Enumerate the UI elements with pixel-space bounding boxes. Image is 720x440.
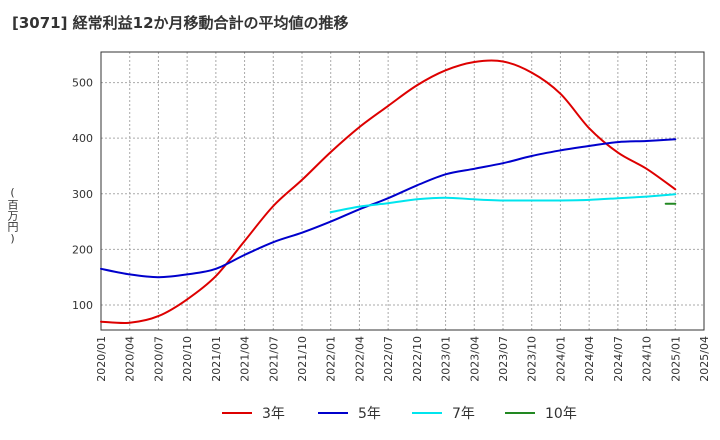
x-tick-label: 2021/01	[210, 336, 223, 382]
legend-swatch	[222, 412, 252, 414]
plot-area	[100, 51, 705, 331]
series-lines	[100, 59, 677, 325]
y-tick-label: 500	[72, 77, 93, 90]
y-tick-label: 300	[72, 188, 93, 201]
x-tick-label: 2023/04	[468, 336, 481, 382]
x-tick-label: 2020/04	[124, 336, 137, 382]
x-tick-label: 2020/10	[181, 336, 194, 382]
legend-label: 3年	[262, 406, 285, 422]
x-tick-label: 2020/07	[152, 336, 165, 382]
series-line-7年	[329, 193, 677, 214]
x-tick-label: 2023/01	[440, 336, 453, 382]
legend-item: 3年	[222, 403, 285, 423]
legend-item: 7年	[412, 403, 475, 423]
series-line-3年	[100, 59, 677, 325]
series-line-5年	[100, 138, 677, 279]
x-tick-label: 2024/07	[612, 336, 625, 382]
x-tick-label: 2024/10	[641, 336, 654, 382]
x-tick-label: 2021/10	[296, 336, 309, 382]
x-tick-label: 2022/01	[325, 336, 338, 382]
legend: 3年 5年 7年 10年	[0, 403, 720, 427]
x-tick-label: 2024/04	[583, 336, 596, 382]
x-tick-label: 2022/04	[353, 336, 366, 382]
legend-item: 5年	[318, 403, 381, 423]
x-tick-label: 2022/10	[411, 336, 424, 382]
x-tick-label: 2023/10	[526, 336, 539, 382]
x-tick-label: 2022/07	[382, 336, 395, 382]
legend-swatch	[505, 412, 535, 414]
x-tick-label: 2025/01	[669, 336, 682, 382]
x-tick-label: 2020/01	[95, 336, 108, 382]
x-tick-label: 2024/01	[554, 336, 567, 382]
grid-lines	[101, 52, 704, 330]
x-tick-label: 2023/07	[497, 336, 510, 382]
legend-label: 7年	[452, 406, 475, 422]
y-tick-label: 400	[72, 132, 93, 145]
y-tick-label: 100	[72, 299, 93, 312]
legend-item: 10年	[505, 403, 577, 423]
y-axis-unit-label: (百万円)	[6, 186, 19, 245]
x-tick-label: 2025/04	[698, 336, 711, 382]
legend-swatch	[412, 412, 442, 414]
legend-label: 10年	[545, 406, 577, 422]
chart-title: [3071] 経常利益12か月移動合計の平均値の推移	[12, 14, 349, 32]
legend-label: 5年	[358, 406, 381, 422]
x-tick-label: 2021/04	[239, 336, 252, 382]
axis-ticks: 2020/01 2020/04 2020/07 2020/10 2021/01 2021/…	[72, 77, 711, 382]
legend-swatch	[318, 412, 348, 414]
x-tick-label: 2021/07	[267, 336, 280, 382]
y-tick-label: 200	[72, 243, 93, 256]
